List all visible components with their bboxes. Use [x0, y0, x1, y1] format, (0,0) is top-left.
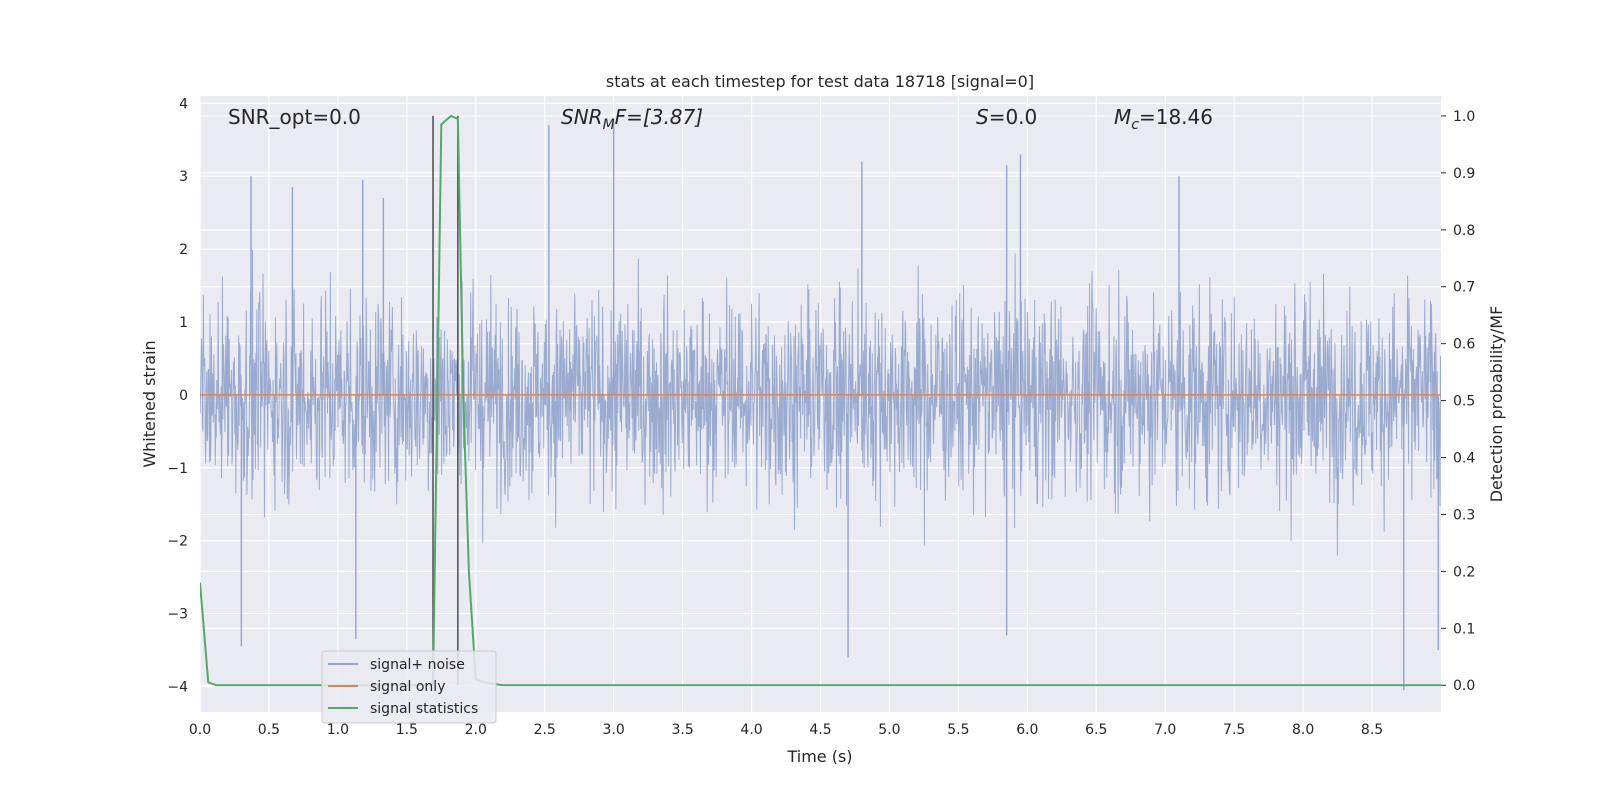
x-tick-label: 1.5 — [396, 722, 418, 738]
y-tick-label: 3 — [179, 169, 188, 185]
series-signal-noise — [200, 249, 1441, 556]
x-tick-label: 7.0 — [1154, 722, 1176, 738]
y2-tick-label: 1.0 — [1453, 109, 1475, 125]
y2-tick-label: 0.4 — [1453, 451, 1475, 467]
y-tick-label: −2 — [167, 534, 188, 550]
x-tick-label: 2.5 — [534, 722, 556, 738]
y2-tick-label: 0.3 — [1453, 507, 1475, 523]
y2-tick-label: 0.0 — [1453, 678, 1475, 694]
annotation-snr-opt: SNR_opt=0.0 — [228, 105, 361, 129]
y2-tick-label: 0.6 — [1453, 337, 1475, 353]
y2-tick-label: 0.9 — [1453, 166, 1475, 182]
x-tick-label: 1.0 — [327, 722, 349, 738]
y-tick-label: 1 — [179, 315, 188, 331]
x-tick-label: 0.5 — [258, 722, 280, 738]
x-tick-label: 3.5 — [671, 722, 693, 738]
ticks: 0.0 0.5 1.0 1.5 2.0 2.5 3.0 3.5 4.0 4.5 5.0 5.5 6.0 6… — [167, 96, 1475, 738]
y2-tick-label: 0.1 — [1453, 621, 1475, 637]
legend: signal+ noise signal only signal statist… — [321, 650, 497, 724]
y-axis-label: Whitened strain — [140, 340, 159, 467]
y2-axis-label: Detection probability/MF — [1487, 306, 1506, 503]
y-tick-label: −1 — [167, 461, 188, 477]
x-tick-label: 5.0 — [878, 722, 900, 738]
x-tick-label: 6.5 — [1085, 722, 1107, 738]
y2-tick-label: 0.2 — [1453, 564, 1475, 580]
mc-sub: c — [1131, 117, 1139, 133]
x-tick-label: 2.0 — [465, 722, 487, 738]
x-tick-label: 4.5 — [809, 722, 831, 738]
annotation-s: S=0.0 — [976, 105, 1037, 129]
x-tick-label: 6.0 — [1016, 722, 1038, 738]
mc-rest: =18.46 — [1139, 105, 1213, 129]
chart-title: stats at each timestep for test data 187… — [606, 72, 1034, 91]
x-tick-label: 5.5 — [947, 722, 969, 738]
x-tick-label: 8.0 — [1292, 722, 1314, 738]
snr-mf-main: SNR — [561, 105, 603, 129]
grid — [199, 96, 1441, 712]
snr-mf-rest: F=[3.87] — [615, 105, 703, 129]
x-tick-label: 7.5 — [1223, 722, 1245, 738]
y-tick-label: −3 — [167, 607, 188, 623]
legend-box — [321, 650, 497, 724]
x-tick-label: 3.0 — [603, 722, 625, 738]
s-rest: =0.0 — [989, 105, 1038, 129]
y2-tick-label: 0.8 — [1453, 223, 1475, 239]
y2-tick-label: 0.5 — [1453, 394, 1475, 410]
y-tick-label: 0 — [179, 388, 188, 404]
mc-main: M — [1114, 105, 1131, 129]
legend-label-signal-only: signal only — [370, 679, 445, 695]
y2-tick-label: 0.7 — [1453, 280, 1475, 296]
annotation-snr-mf: SNRMF=[3.87] — [561, 105, 703, 133]
legend-label-signal-noise: signal+ noise — [370, 657, 465, 673]
legend-label-signal-statistics: signal statistics — [370, 701, 478, 717]
y-tick-label: −4 — [167, 679, 188, 695]
y-tick-label: 2 — [179, 242, 188, 258]
x-tick-label: 0.0 — [189, 722, 211, 738]
annotation-mc: Mc=18.46 — [1114, 105, 1213, 133]
y-tick-label: 4 — [179, 96, 188, 112]
x-axis-label: Time (s) — [786, 747, 852, 766]
x-tick-label: 4.0 — [740, 722, 762, 738]
snr-mf-sub: M — [603, 117, 615, 133]
x-tick-label: 8.5 — [1361, 722, 1383, 738]
s-sym: S — [976, 105, 989, 129]
